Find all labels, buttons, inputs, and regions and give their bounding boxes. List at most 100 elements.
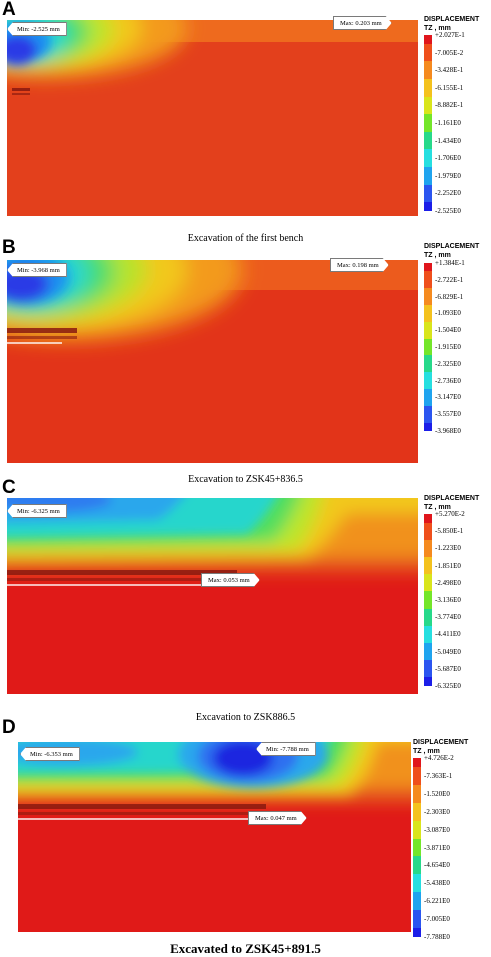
legend-tick-label: -3.968E0: [435, 427, 461, 435]
legend-swatch: [424, 271, 432, 289]
legend-tick-label: -3.428E-1: [435, 66, 464, 75]
legend-tick-label: -7.788E0: [424, 933, 450, 941]
legend-tick-label: -1.504E0: [435, 326, 461, 335]
legend-tick-label: -2.252E0: [435, 189, 461, 198]
panel-d: D Mi: [0, 718, 491, 957]
legend-swatch: [413, 838, 421, 857]
legend-title: DISPLACEMENT: [413, 739, 469, 746]
legend-swatch: [424, 61, 432, 79]
legend-tick-label: -6.325E0: [435, 682, 461, 690]
legend-tick-label: -4.654E0: [424, 861, 450, 870]
legend-swatch: [424, 35, 432, 44]
max-marker: Max: 0.198 mm: [330, 258, 389, 272]
legend-scale: +5.270E-2 -5.850E-1 -1.223E0 -1.851E0 -2.498…: [424, 510, 479, 690]
legend-tick-label: -6.829E-1: [435, 292, 464, 301]
legend-scale: +2.027E-1 -7.005E-2 -3.428E-1 -6.155E-1 -8.8…: [424, 31, 479, 215]
legend-tick-label: -2.498E0: [435, 578, 461, 587]
legend-scale: +4.726E-2 -7.363E-1 -1.520E0 -2.303E0 -3.087…: [413, 754, 468, 941]
legend-swatch: [424, 288, 432, 305]
legend-tick-label: +2.027E-1: [435, 31, 465, 39]
contour-plot: [7, 260, 418, 463]
legend-unit: TZ , mm: [413, 748, 440, 755]
legend-swatch: [413, 874, 421, 893]
legend-swatch: [424, 167, 432, 185]
legend-swatch: [413, 802, 421, 821]
legend-swatch: [413, 892, 421, 911]
panel-c: C Min: -6.325 mm Max: [0, 478, 491, 728]
legend-swatch: [424, 422, 432, 431]
legend-swatch: [424, 643, 432, 661]
min-marker: Min: -6.353 mm: [20, 747, 80, 761]
legend-tick-label: -4.411E0: [435, 630, 461, 639]
legend-swatch: [424, 131, 432, 150]
legend-swatch: [424, 405, 432, 423]
legend-scale: +1.384E-1 -2.722E-1 -6.829E-1 -1.093E0 -1.50…: [424, 259, 479, 435]
legend-swatch: [424, 355, 432, 373]
legend-swatch: [424, 677, 432, 686]
legend-swatch: [424, 79, 432, 97]
legend-tick-label: -2.722E-1: [435, 275, 464, 284]
legend-swatch: [413, 784, 421, 803]
legend-swatch: [424, 321, 432, 339]
panel-caption: Excavated to ZSK45+891.5: [170, 941, 321, 956]
legend-tick-label: -6.155E-1: [435, 83, 464, 92]
panel-label: B: [2, 237, 16, 258]
legend-tick-label: -5.850E-1: [435, 527, 464, 536]
legend-tick-label: -3.774E0: [435, 613, 461, 622]
panel-label: A: [2, 0, 16, 20]
legend-swatch: [424, 608, 432, 626]
color-legend: DISPLACEMENT TZ , mm +2.027E-1 -7.005E-2 -…: [424, 15, 480, 215]
panel-caption: Excavation of the first bench: [187, 233, 304, 244]
legend-tick-label: -1.915E0: [435, 343, 461, 351]
contour-plot: [7, 20, 418, 216]
legend-tick-label: -3.871E0: [424, 843, 450, 852]
legend-title: DISPLACEMENT: [424, 243, 480, 250]
legend-tick-label: -2.325E0: [435, 359, 461, 368]
legend-tick-label: -7.363E-1: [424, 771, 453, 780]
legend-swatch: [424, 149, 432, 167]
legend-swatch: [413, 928, 421, 937]
legend-tick-label: +1.384E-1: [435, 259, 465, 267]
legend-tick-label: -2.525E0: [435, 207, 461, 215]
panel-label: D: [2, 717, 16, 738]
panel-a: A Min: -2.525 mm Max: 0.203 m: [0, 0, 491, 250]
legend-swatch: [413, 766, 421, 785]
legend-tick-label: -5.687E0: [435, 664, 461, 673]
legend-title: DISPLACEMENT: [424, 16, 480, 23]
legend-tick-label: -3.557E0: [435, 410, 461, 419]
legend-tick-label: +5.270E-2: [435, 510, 465, 518]
legend-swatch: [424, 539, 432, 557]
legend-tick-label: -7.005E-2: [435, 48, 464, 57]
legend-tick-label: -3.147E0: [435, 393, 461, 402]
panel-caption: Excavation to ZSK45+836.5: [188, 474, 303, 485]
legend-swatch: [413, 820, 421, 839]
legend-unit: TZ , mm: [424, 252, 451, 259]
legend-swatch: [413, 856, 421, 875]
legend-unit: TZ , mm: [424, 504, 451, 511]
min-marker: Min: -6.325 mm: [7, 504, 67, 518]
panel-b: B Min: -3.968 mm Max:: [0, 238, 491, 488]
legend-tick-label: -1.093E0: [435, 309, 461, 318]
legend-tick-label: -8.882E-1: [435, 101, 464, 110]
legend-swatch: [424, 660, 432, 678]
contour-plot: [7, 498, 418, 694]
legend-tick-label: -1.161E0: [435, 119, 461, 127]
legend-swatch: [424, 625, 432, 643]
legend-unit: TZ , mm: [424, 25, 451, 32]
legend-swatch: [424, 514, 432, 523]
min-marker: Min: -3.968 mm: [7, 263, 67, 277]
legend-tick-label: -3.087E0: [424, 825, 450, 834]
panel-caption: Excavation to ZSK886.5: [195, 712, 296, 723]
legend-tick-label: +4.726E-2: [424, 754, 454, 762]
legend-swatch: [424, 557, 432, 575]
legend-swatch: [424, 372, 432, 389]
color-legend: DISPLACEMENT TZ , mm +4.726E-2 -7.363E-1 -…: [413, 738, 469, 941]
legend-tick-label: -1.851E0: [435, 561, 461, 570]
color-legend: DISPLACEMENT TZ , mm +5.270E-2 -5.850E-1 -…: [424, 494, 479, 690]
legend-swatch: [424, 591, 432, 609]
legend-swatch: [424, 202, 432, 211]
legend-tick-label: -2.303E0: [424, 807, 450, 816]
max-marker: Max: 0.053 mm: [201, 573, 260, 587]
legend-tick-label: -1.706E0: [435, 154, 461, 163]
legend-swatch: [424, 305, 432, 322]
